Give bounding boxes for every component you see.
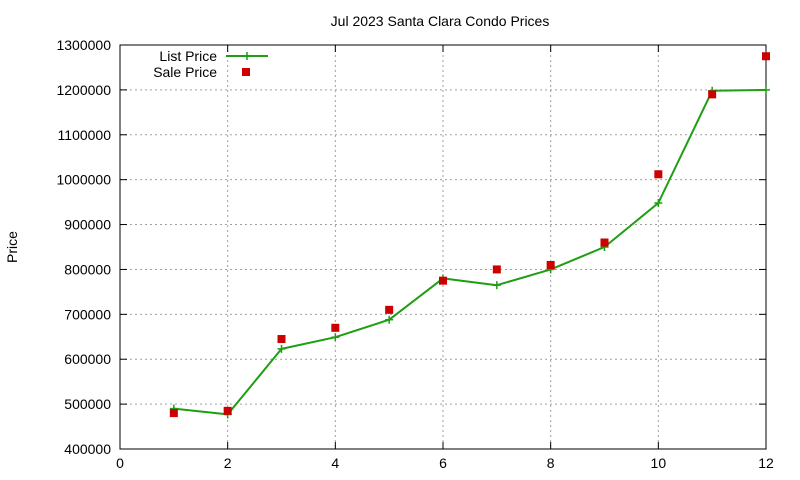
x-tick-label: 12 [758, 455, 774, 471]
list-price-point [385, 315, 394, 324]
grid-layer [120, 45, 766, 449]
sale-price-point [708, 90, 717, 99]
sale-price-point [654, 170, 663, 179]
sale-price-point [331, 323, 340, 332]
series-layer [169, 52, 770, 419]
chart-title: Jul 2023 Santa Clara Condo Prices [331, 13, 550, 29]
sale-price-point [546, 260, 555, 269]
y-tick-label: 900000 [64, 217, 111, 233]
y-tick-label: 1300000 [56, 37, 111, 53]
list-price-point [277, 344, 286, 353]
x-tick-label: 2 [224, 455, 232, 471]
y-tick-label: 700000 [64, 306, 111, 322]
x-tick-label: 8 [547, 455, 555, 471]
y-tick-label: 500000 [64, 396, 111, 412]
y-axis-label: Price [4, 231, 20, 263]
y-tick-label: 1200000 [56, 82, 111, 98]
y-tick-label: 600000 [64, 351, 111, 367]
legend-label: List Price [159, 48, 217, 64]
list-price-point [331, 333, 340, 342]
y-tick-label: 1100000 [58, 127, 112, 143]
sale-price-point [385, 305, 394, 314]
y-tick-label: 800000 [64, 261, 111, 277]
x-tick-label: 6 [439, 455, 447, 471]
sale-price-point [277, 335, 286, 344]
list-price-line [173, 88, 767, 416]
sale-price-point [223, 406, 232, 415]
y-tick-label: 400000 [64, 441, 111, 457]
list-price-point [654, 199, 663, 208]
sale-price-point [492, 265, 501, 274]
x-tick-label: 10 [651, 455, 667, 471]
sale-price-point [439, 276, 447, 285]
legend-label: Sale Price [153, 64, 217, 80]
legend-swatch-square [242, 68, 250, 76]
sale-price-point [762, 52, 770, 61]
tick-layer: 0 2 4 6 8 10 12 400000 500000 600000 700000 800000 9… [56, 37, 774, 471]
x-tick-label: 4 [331, 455, 339, 471]
y-tick-label: 1000000 [56, 172, 111, 188]
x-tick-label: 0 [116, 455, 124, 471]
list-price-point [492, 281, 501, 290]
sale-price-point [169, 409, 178, 418]
list-price-point [762, 85, 770, 94]
legend-swatch-cross [243, 52, 251, 60]
sale-price-point [600, 238, 609, 247]
